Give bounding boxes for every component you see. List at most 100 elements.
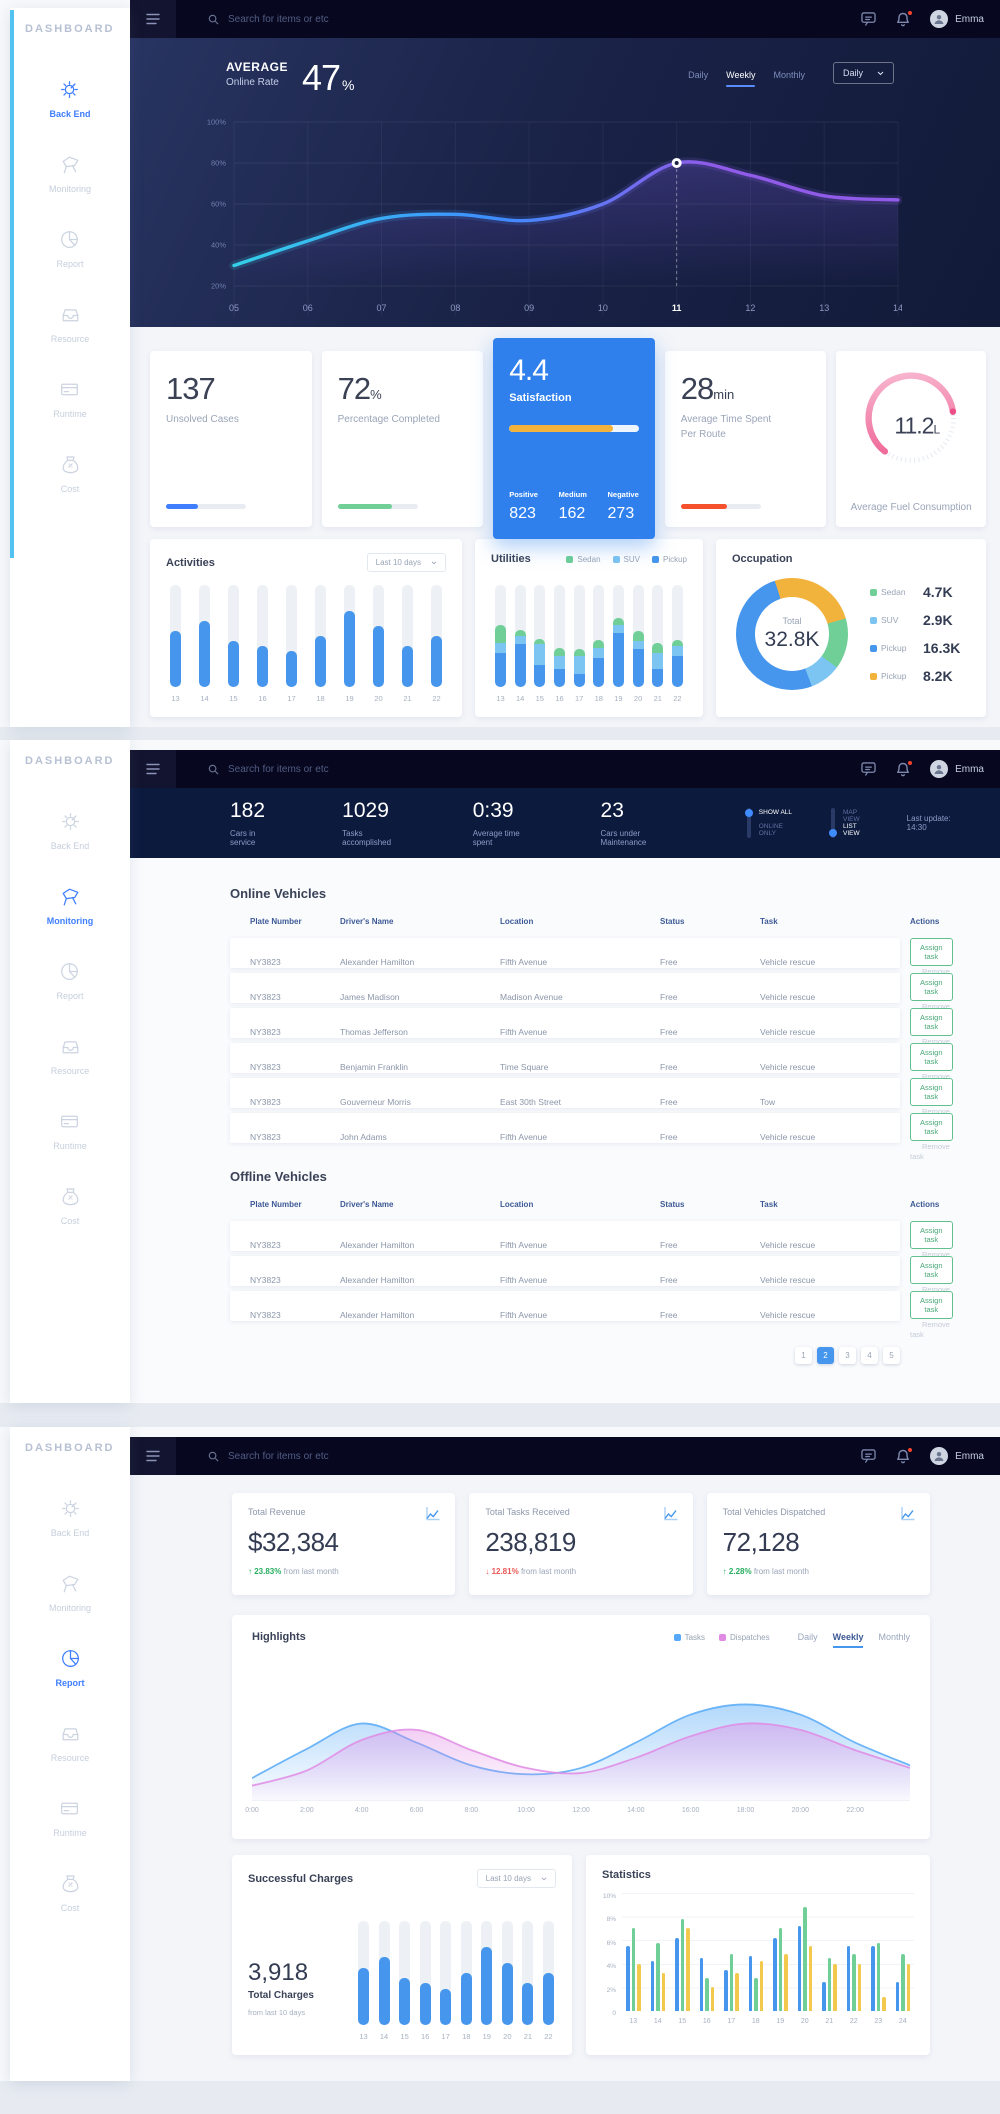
card-title: Highlights [252, 1631, 306, 1643]
assign-task-button[interactable]: Assign task [910, 1113, 953, 1141]
search-bar[interactable] [208, 13, 418, 25]
table-row[interactable]: NY3823 Alexander Hamilton Fifth Avenue Free… [230, 1221, 953, 1269]
menu-button[interactable] [130, 0, 176, 38]
search-input[interactable] [228, 763, 418, 775]
report-dashboard: Emma Total Revenue $32,384 ↑ 23.83% from… [0, 1427, 1000, 2081]
bar-group-18: 18 [748, 1893, 763, 2041]
table-row[interactable]: NY3823 Benjamin Franklin Time Square Free Ve… [230, 1043, 953, 1091]
sidebar-item-resource[interactable]: Resource [51, 1721, 89, 1763]
highlights-range-tabs: Daily Weekly Monthly [797, 1632, 910, 1648]
sidebar-item-report[interactable]: Report [56, 227, 84, 269]
sidebar-item-runtime[interactable]: Runtime [53, 377, 87, 419]
sidebar-item-back-end[interactable]: Back End [49, 77, 91, 119]
toggle-show-all[interactable]: SHOW ALL ONLINE ONLY [744, 808, 801, 838]
activities-range-dropdown[interactable]: Last 10 days [366, 553, 446, 572]
sidebar-nav: Back End Monitoring Report Resource Runtime C… [10, 1496, 130, 1913]
column-header: Driver's Name [340, 917, 394, 926]
tab-monthly[interactable]: Monthly [878, 1632, 910, 1642]
notifications-bell-icon[interactable] [896, 1446, 914, 1464]
page-button-3[interactable]: 3 [839, 1347, 856, 1364]
bar-22: 22 [542, 1921, 554, 2041]
sidebar-item-resource[interactable]: Resource [51, 302, 89, 344]
table-row[interactable]: NY3823 Alexander Hamilton Fifth Avenue Free… [230, 1291, 953, 1339]
sidebar-item-monitoring[interactable]: Monitoring [49, 1571, 91, 1613]
table-row[interactable]: NY3823 James Madison Madison Avenue Free Veh… [230, 973, 953, 1021]
stat-label: Satisfaction [509, 392, 572, 404]
user-menu[interactable]: Emma [930, 10, 984, 28]
tab-monthly[interactable]: Monthly [773, 70, 805, 80]
search-input[interactable] [228, 1450, 418, 1462]
sidebar-item-report[interactable]: Report [56, 959, 84, 1001]
assign-task-button[interactable]: Assign task [910, 1078, 953, 1106]
tab-weekly[interactable]: Weekly [832, 1632, 864, 1648]
tab-daily[interactable]: Daily [688, 70, 709, 80]
charges-range-dropdown[interactable]: Last 10 days [476, 1869, 556, 1888]
page-button-1[interactable]: 1 [795, 1347, 812, 1364]
assign-task-button[interactable]: Assign task [910, 1043, 953, 1071]
tab-daily[interactable]: Daily [797, 1632, 818, 1642]
sidebar-item-monitoring[interactable]: Monitoring [47, 884, 93, 926]
sidebar-item-monitoring[interactable]: Monitoring [49, 152, 91, 194]
sidebar-item-cost[interactable]: Cost [58, 1871, 83, 1913]
assign-task-button[interactable]: Assign task [910, 1008, 953, 1036]
x-tick: 0:00 [245, 1807, 259, 1814]
x-tick: 14:00 [627, 1807, 645, 1814]
online-rate-chart-card: AVERAGE Online Rate 47% Daily Weekly Mon… [130, 38, 1000, 327]
menu-button[interactable] [130, 1437, 176, 1475]
menu-button[interactable] [130, 750, 176, 788]
y-tick: 6% [606, 1939, 616, 1947]
page-button-4[interactable]: 4 [861, 1347, 878, 1364]
bar-16: 16 [257, 585, 268, 703]
tab-weekly[interactable]: Weekly [726, 70, 756, 87]
messages-icon[interactable] [861, 12, 876, 26]
remove-task-link[interactable]: Remove task [910, 1142, 950, 1161]
sidebar-item-cost[interactable]: Cost [58, 452, 83, 494]
table-row[interactable]: NY3823 Thomas Jefferson Fifth Avenue Free Ve… [230, 1008, 953, 1056]
notifications-bell-icon[interactable] [896, 759, 914, 777]
table-row[interactable]: NY3823 Alexander Hamilton Fifth Avenue Free… [230, 938, 953, 986]
assign-task-button[interactable]: Assign task [910, 973, 953, 1001]
range-dropdown[interactable]: Daily [832, 62, 894, 84]
chart-mini-icon[interactable] [901, 1506, 916, 1521]
chart-mini-icon[interactable] [426, 1506, 441, 1521]
assign-task-button[interactable]: Assign task [910, 1291, 953, 1319]
topbar: Emma [130, 0, 1000, 38]
search-bar[interactable] [208, 763, 418, 775]
sidebar-item-cost[interactable]: Cost [58, 1184, 83, 1226]
toggle-map-view[interactable]: MAP VIEW LIST VIEW [829, 808, 875, 838]
table-row[interactable]: NY3823 Alexander Hamilton Fifth Avenue Free… [230, 1256, 953, 1304]
page-button-5[interactable]: 5 [883, 1347, 900, 1364]
svg-text:14: 14 [893, 303, 902, 313]
assign-task-button[interactable]: Assign task [910, 1221, 953, 1249]
remove-task-link[interactable]: Remove task [910, 1320, 950, 1339]
assign-task-button[interactable]: Assign task [910, 1256, 953, 1284]
assign-task-button[interactable]: Assign task [910, 938, 953, 966]
chart-mini-icon[interactable] [663, 1506, 679, 1521]
table-header: Plate Number Driver's Name Location Status T… [230, 1200, 939, 1221]
page-button-2[interactable]: 2 [817, 1347, 834, 1364]
table-row[interactable]: NY3823 Gouverneur Morris East 30th Street F… [230, 1078, 953, 1126]
sidebar-item-back-end[interactable]: Back End [51, 1496, 89, 1538]
sidebar-item-back-end[interactable]: Back End [51, 809, 89, 851]
user-menu[interactable]: Emma [930, 760, 984, 778]
svg-text:12: 12 [745, 303, 755, 313]
sidebar-item-resource[interactable]: Resource [51, 1034, 89, 1076]
table-row[interactable]: NY3823 John Adams Fifth Avenue Free Vehicle … [230, 1113, 953, 1161]
column-header: Status [660, 917, 685, 926]
svg-text:80%: 80% [211, 159, 226, 168]
sidebar-item-runtime[interactable]: Runtime [53, 1796, 87, 1838]
online-rate-value: 47% [301, 57, 355, 98]
messages-icon[interactable] [861, 1449, 876, 1463]
messages-icon[interactable] [861, 762, 876, 776]
search-input[interactable] [228, 13, 418, 25]
bar-17: 17 [440, 1921, 452, 2041]
search-bar[interactable] [208, 1450, 418, 1462]
sidebar-item-runtime[interactable]: Runtime [53, 1109, 87, 1151]
delta-up: ↑ 2.28% [722, 1567, 752, 1576]
sidebar-item-report[interactable]: Report [56, 1646, 85, 1688]
activities-bar-chart: 13 14 15 16 17 18 19 20 21 22 [166, 584, 446, 703]
notifications-bell-icon[interactable] [896, 9, 914, 27]
bar-group-15: 15 [675, 1893, 690, 2041]
user-menu[interactable]: Emma [930, 1447, 984, 1465]
